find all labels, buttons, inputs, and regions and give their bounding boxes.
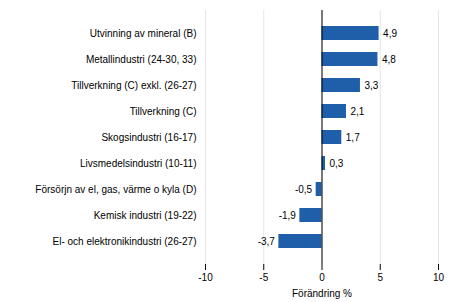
svg-text:-3,7: -3,7 bbox=[258, 236, 276, 247]
svg-text:Förändring %: Förändring % bbox=[292, 288, 352, 299]
svg-text:4,9: 4,9 bbox=[383, 28, 397, 39]
svg-text:-0,5: -0,5 bbox=[295, 184, 313, 195]
svg-text:3,3: 3,3 bbox=[364, 80, 378, 91]
svg-text:Försörjn av el, gas, värme o k: Försörjn av el, gas, värme o kyla (D) bbox=[35, 184, 196, 195]
svg-text:5: 5 bbox=[377, 272, 383, 283]
svg-text:1,7: 1,7 bbox=[346, 132, 360, 143]
svg-text:Tillverkning (C): Tillverkning (C) bbox=[130, 106, 197, 117]
svg-text:10: 10 bbox=[433, 272, 445, 283]
svg-text:Skogsindustri (16-17): Skogsindustri (16-17) bbox=[101, 132, 196, 143]
svg-text:Tillverkning (C) exkl. (26-27): Tillverkning (C) exkl. (26-27) bbox=[71, 80, 196, 91]
svg-text:-1,9: -1,9 bbox=[279, 210, 297, 221]
svg-text:Kemisk industri (19-22): Kemisk industri (19-22) bbox=[94, 210, 197, 221]
svg-text:-10: -10 bbox=[198, 272, 213, 283]
svg-text:0,3: 0,3 bbox=[329, 158, 343, 169]
svg-text:0: 0 bbox=[319, 272, 325, 283]
svg-text:Metallindustri (24-30, 33): Metallindustri (24-30, 33) bbox=[86, 54, 197, 65]
svg-text:2,1: 2,1 bbox=[350, 106, 364, 117]
svg-text:-5: -5 bbox=[259, 272, 268, 283]
svg-text:Utvinning av mineral (B): Utvinning av mineral (B) bbox=[90, 28, 197, 39]
svg-text:Livsmedelsindustri (10-11): Livsmedelsindustri (10-11) bbox=[80, 158, 197, 169]
svg-text:4,8: 4,8 bbox=[382, 54, 396, 65]
svg-text:El- och elektronikindustri (26: El- och elektronikindustri (26-27) bbox=[53, 236, 197, 247]
